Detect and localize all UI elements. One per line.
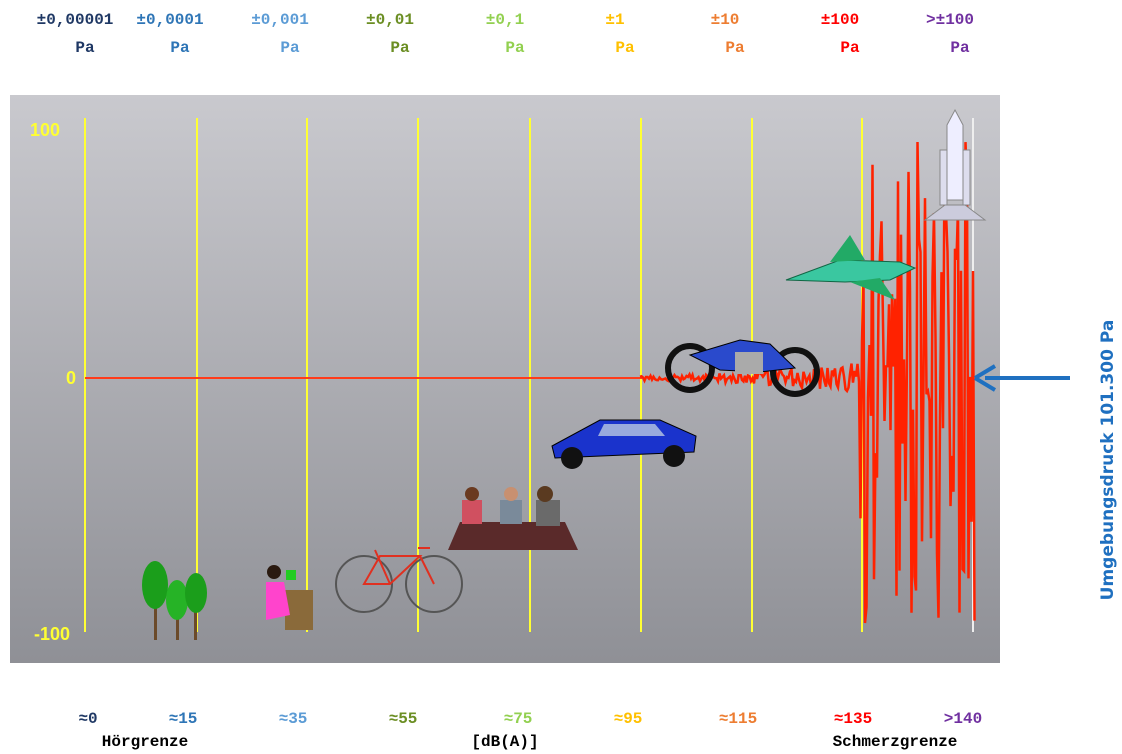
level-value: ≈115: [719, 710, 757, 728]
level-note: Hörgrenze: [102, 733, 188, 751]
pressure-value: ±10: [711, 11, 740, 29]
trees-icon: [142, 561, 207, 640]
shuttle-icon: [923, 108, 987, 221]
motorbike-icon: [665, 339, 820, 397]
pressure-unit: Pa: [280, 39, 300, 57]
waveform: [639, 141, 976, 624]
level-note: [dB(A)]: [471, 733, 538, 751]
level-note: Schmerzgrenze: [833, 733, 958, 751]
pressure-value: >±100: [926, 11, 974, 29]
level-value: ≈55: [389, 710, 418, 728]
level-value: ≈35: [279, 710, 308, 728]
pressure-value: ±0,1: [486, 11, 524, 29]
pressure-value: ±0,01: [366, 11, 414, 29]
side-label: Umgebungsdruck 101.300 Pa: [1098, 320, 1118, 601]
pressure-unit: Pa: [505, 39, 525, 57]
bicycle-icon: [335, 547, 463, 613]
pressure-unit: Pa: [75, 39, 95, 57]
pressure-value: ±0,001: [251, 11, 309, 29]
grid: [84, 118, 974, 632]
axis-label: 100: [30, 120, 60, 140]
pressure-unit: Pa: [170, 39, 190, 57]
pressure-value: ±1: [605, 11, 624, 29]
level-value: ≈135: [834, 710, 872, 728]
pressure-value: ±0,0001: [136, 11, 203, 29]
axis-label: -100: [34, 624, 70, 644]
axis-label: 0: [66, 368, 76, 388]
pressure-unit: Pa: [725, 39, 745, 57]
level-value: ≈15: [169, 710, 198, 728]
meeting-icon: [448, 486, 578, 550]
pressure-value: ±0,00001: [37, 11, 114, 29]
car-icon: [551, 419, 697, 469]
pressure-value: ±100: [821, 11, 859, 29]
labels: ±0,00001 Pa ±0,0001 Pa ±0,001 Pa ±0,01 Pa ±0,1 Pa…: [37, 11, 983, 728]
level-value: ≈75: [504, 710, 533, 728]
pressure-unit: Pa: [615, 39, 635, 57]
level-value: ≈95: [614, 710, 643, 728]
level-value: >140: [944, 710, 982, 728]
pressure-unit: Pa: [390, 39, 410, 57]
pressure-unit: Pa: [840, 39, 860, 57]
level-value: ≈0: [78, 710, 97, 728]
reader-icon: [266, 565, 313, 630]
pressure-arrow: [973, 364, 1070, 392]
jet-icon: [785, 235, 917, 300]
pressure-unit: Pa: [950, 39, 970, 57]
